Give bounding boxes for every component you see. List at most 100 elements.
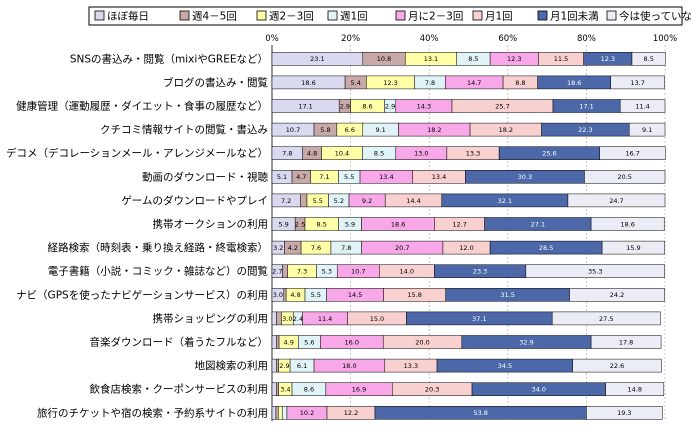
data-label: 27.5 xyxy=(599,315,613,323)
bar-segment-15-7 xyxy=(586,406,663,420)
legend-swatch-4 xyxy=(395,10,406,21)
bars: 23.1 10.8 13.1 8.5 12.3 11.5 12.3 8.5 18.6 5.4 12.… xyxy=(271,52,666,420)
data-label: 18.0 xyxy=(342,362,356,370)
data-label: 14.7 xyxy=(467,79,481,87)
data-label: 14.5 xyxy=(348,291,362,299)
legend-label-5: 月1回 xyxy=(485,11,513,23)
x-tick-label: 60% xyxy=(498,34,517,44)
bar-segment-15-3 xyxy=(281,406,288,420)
data-label: 7.3 xyxy=(297,268,307,276)
bar-segment-1-7 xyxy=(610,75,665,90)
data-label: 2.9 xyxy=(385,102,395,110)
x-tick-label: 80% xyxy=(577,34,596,44)
data-label: 17.1 xyxy=(579,102,593,110)
data-label: 11.4 xyxy=(635,102,649,110)
bar-segment-10-7 xyxy=(569,288,665,302)
data-label: 19.3 xyxy=(617,409,631,417)
category-label-0: SNSの書込み・閲覧（mixiやGREEなど） xyxy=(70,52,268,65)
bar-segment-12-7 xyxy=(590,335,662,349)
data-label: 14.8 xyxy=(627,386,641,394)
bar-segment-5-7 xyxy=(584,170,666,184)
legend-swatch-7 xyxy=(606,10,617,21)
data-label: 14.4 xyxy=(406,197,420,205)
data-label: 7.8 xyxy=(341,244,351,252)
data-label: 13.7 xyxy=(630,79,644,87)
data-label: 18.6 xyxy=(301,79,315,87)
data-label: 16.7 xyxy=(625,150,639,158)
x-axis-ticks: 0% 20% 40% 60% 80% 100% xyxy=(265,34,677,44)
data-label: 24.7 xyxy=(609,197,623,205)
category-label-7: 携帯オークションの利用 xyxy=(153,218,269,231)
bar-segment-14-1 xyxy=(276,382,279,396)
bar-segment-9-1 xyxy=(282,264,288,278)
data-label: 8.8 xyxy=(515,79,525,87)
data-label: 13.3 xyxy=(404,362,418,370)
data-label: 5.2 xyxy=(334,197,344,205)
data-label: 30.3 xyxy=(518,173,532,181)
legend-swatch-3 xyxy=(327,10,338,21)
data-label: 18.2 xyxy=(499,126,513,134)
data-label: 22.3 xyxy=(578,126,592,134)
data-label: 17.8 xyxy=(619,338,633,346)
bar-segment-11-1 xyxy=(276,311,282,326)
x-tick-label: 20% xyxy=(341,34,360,44)
data-label: 13.4 xyxy=(379,173,393,181)
data-label: 18.6 xyxy=(567,79,581,87)
data-label: 11.4 xyxy=(318,315,332,323)
data-label: 14.0 xyxy=(400,268,414,276)
data-label: 5.3 xyxy=(322,268,332,276)
data-label: 2.5 xyxy=(295,220,305,228)
data-label: 20.3 xyxy=(425,386,439,394)
bar-segment-3-7 xyxy=(628,122,666,137)
data-label: 10.7 xyxy=(286,126,300,134)
bar-segment-12-0 xyxy=(271,335,277,349)
data-label: 7.8 xyxy=(425,79,435,87)
data-label: 15.8 xyxy=(407,291,421,299)
data-label: 28.5 xyxy=(539,244,553,252)
bar-segment-4-7 xyxy=(599,146,666,160)
data-label: 5.9 xyxy=(345,220,355,228)
data-label: 4.7 xyxy=(296,173,306,181)
data-label: 18.6 xyxy=(620,220,634,228)
data-label: 17.1 xyxy=(298,102,312,110)
legend-label-3: 週1回 xyxy=(340,11,368,23)
data-label: 16.9 xyxy=(352,386,366,394)
data-label: 3.4 xyxy=(280,386,290,394)
data-label: 7.6 xyxy=(311,244,321,252)
data-label: 3.2 xyxy=(273,244,283,252)
data-label: 10.2 xyxy=(300,409,314,417)
category-label-10: ナビ（GPSを使ったナビゲーションサービス）の利用 xyxy=(16,288,268,301)
data-label: 32.1 xyxy=(498,197,512,205)
data-label: 13.3 xyxy=(466,150,480,158)
bar-segment-15-0 xyxy=(271,406,277,420)
data-label: 16.0 xyxy=(345,338,359,346)
data-label: 24.2 xyxy=(610,291,624,299)
category-label-14: 飲食店検索・クーポンサービスの利用 xyxy=(90,383,269,396)
data-label: 4.8 xyxy=(307,150,317,158)
data-label: 12.3 xyxy=(601,55,615,63)
data-label: 14.3 xyxy=(417,102,431,110)
data-label: 10.8 xyxy=(377,55,391,63)
data-label: 8.5 xyxy=(317,220,327,228)
chart-legend: ほぼ毎日 週4－5回 週2－3回 週1回 月に2－3回 月1回 月1回未満 今は使っていない xyxy=(88,6,691,26)
category-label-13: 地図検索の利用 xyxy=(195,359,269,372)
bar-segment-6-7 xyxy=(567,193,666,208)
category-label-9: 電子書籍（小説・コミック・雑誌など）の閲覧 xyxy=(48,265,269,278)
legend-swatch-5 xyxy=(472,10,483,21)
data-label: 13.4 xyxy=(432,173,446,181)
data-label: 13.1 xyxy=(424,55,438,63)
legend-label-7: 今は使っていない xyxy=(619,10,691,23)
data-label: 11.5 xyxy=(554,55,568,63)
bar-segment-15-1 xyxy=(275,406,279,420)
data-label: 5.5 xyxy=(313,197,323,205)
data-label: 32.9 xyxy=(519,338,533,346)
bar-segment-2-7 xyxy=(619,99,666,113)
data-label: 27.1 xyxy=(531,220,545,228)
data-label: 5.1 xyxy=(277,173,287,181)
data-label: 15.9 xyxy=(626,244,640,252)
data-label: 37.1 xyxy=(472,315,486,323)
data-label: 31.5 xyxy=(500,291,514,299)
data-label: 12.7 xyxy=(452,220,466,228)
data-label: 4.8 xyxy=(290,291,300,299)
